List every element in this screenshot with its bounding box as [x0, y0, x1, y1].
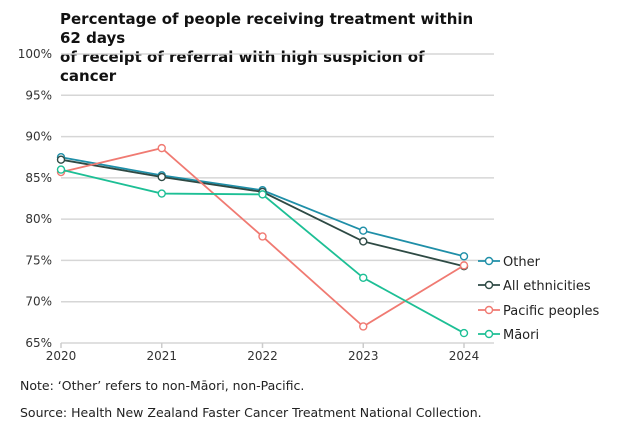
data-point: [258, 232, 267, 241]
y-tick-label: 75%: [25, 253, 52, 267]
series-line: [60, 156, 465, 258]
series-line: [60, 158, 465, 268]
y-tick-label: 65%: [25, 336, 52, 350]
y-tick-label: 85%: [25, 171, 52, 185]
data-point: [359, 226, 368, 235]
x-tick-label: 2021: [146, 349, 177, 363]
legend-marker: [484, 305, 494, 315]
data-point: [459, 328, 469, 338]
y-tick-label: 80%: [25, 212, 52, 226]
data-point: [359, 237, 368, 246]
legend-label: Pacific peoples: [503, 304, 600, 319]
data-point: [56, 155, 66, 164]
data-point: [359, 322, 368, 331]
x-tick-label: 2020: [46, 349, 77, 363]
y-tick-label: 90%: [25, 130, 52, 144]
y-tick-label: 100%: [18, 47, 52, 61]
chart-title-line: of receipt of referral with high suspici…: [60, 48, 425, 85]
y-tick-label: 95%: [25, 88, 52, 102]
legend-marker: [484, 280, 494, 290]
data-point: [459, 261, 469, 270]
x-tick-label: 2024: [449, 349, 480, 363]
data-point: [157, 172, 166, 182]
data-point: [459, 252, 469, 261]
data-point: [359, 273, 368, 282]
legend-label: All ethnicities: [503, 279, 591, 294]
chart-source: Source: Health New Zealand Faster Cancer…: [20, 405, 482, 420]
legend-label: Māori: [503, 328, 539, 343]
data-point: [258, 190, 267, 199]
legend-marker: [484, 256, 494, 266]
data-point: [157, 143, 166, 153]
data-point: [157, 189, 166, 198]
chart-title: Percentage of people receiving treatment…: [60, 10, 480, 86]
legend-label: Other: [503, 255, 541, 270]
chart-title-line: Percentage of people receiving treatment…: [60, 10, 474, 47]
chart-note: Note: ‘Other’ refers to non-Māori, non-P…: [20, 378, 305, 393]
legend-marker: [484, 329, 494, 339]
x-tick-label: 2022: [247, 349, 278, 363]
data-point: [56, 165, 66, 174]
y-tick-label: 70%: [25, 295, 52, 309]
x-tick-label: 2023: [348, 349, 379, 363]
